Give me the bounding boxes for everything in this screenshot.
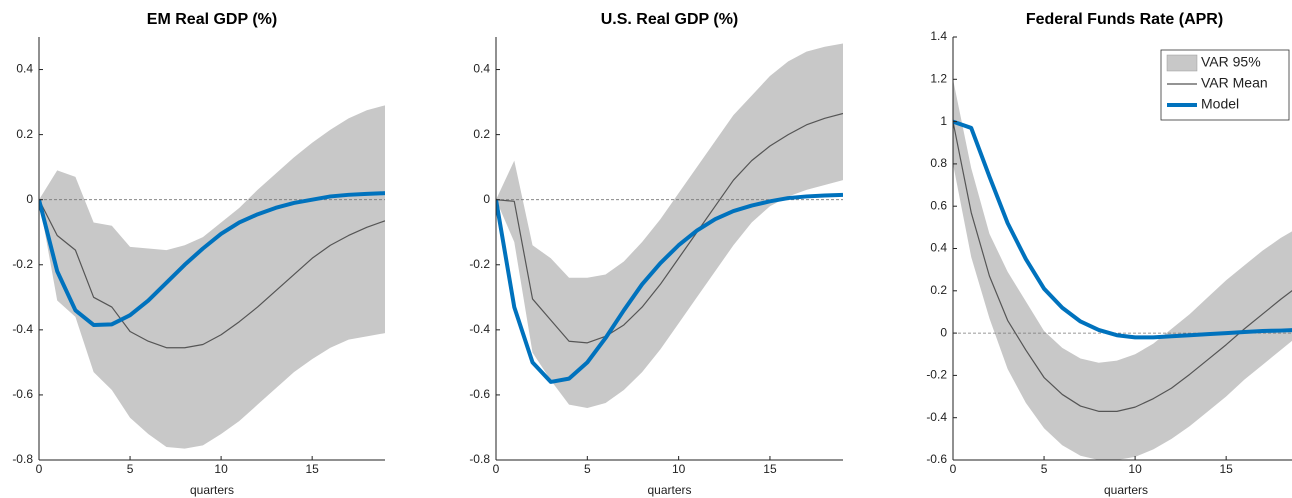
series-line <box>953 119 1292 340</box>
y-tick-label: 0.4 <box>16 62 33 76</box>
legend-swatch <box>1166 54 1198 72</box>
plot-area <box>496 43 843 408</box>
x-tick-label: 15 <box>1219 462 1233 476</box>
series-line <box>39 191 385 327</box>
panel: -0.8 -0.6 -0.4 -0.2 0 0.2 0.4 0 5 10 15 EM Real GDP… <box>12 11 385 497</box>
panel: -0.8 -0.6 -0.4 -0.2 0 0.2 0.4 0 5 10 15 U.S. Real G… <box>469 11 843 497</box>
legend-label: VAR 95% <box>1201 54 1261 70</box>
legend-label: VAR Mean <box>1201 75 1268 91</box>
y-tick-label: 0.4 <box>930 241 947 255</box>
x-tick-label: 10 <box>214 462 228 476</box>
y-tick-label: -0.6 <box>926 452 947 466</box>
y-tick-label: -0.8 <box>12 452 33 466</box>
confidence-band <box>39 105 385 449</box>
x-tick-label: 0 <box>36 462 43 476</box>
x-axis-label: quarters <box>647 483 691 497</box>
y-tick-label: -0.6 <box>12 387 33 401</box>
y-tick-label: 0 <box>483 192 490 206</box>
y-tick-label: -0.2 <box>12 257 33 271</box>
chart-title: Federal Funds Rate (APR) <box>1026 11 1223 28</box>
chart-title: U.S. Real GDP (%) <box>601 11 739 28</box>
x-tick-label: 5 <box>1041 462 1048 476</box>
chart-title: EM Real GDP (%) <box>147 11 277 28</box>
y-tick-label: 0 <box>940 325 947 339</box>
y-tick-label: 0.2 <box>16 127 33 141</box>
y-tick-label: -0.4 <box>926 410 947 424</box>
y-tick-label: 1.2 <box>930 71 947 85</box>
y-tick-label: 1 <box>940 114 947 128</box>
legend: VAR 95% VAR Mean Model <box>1160 49 1290 121</box>
plot-area <box>39 105 385 449</box>
y-tick-label: -0.8 <box>469 452 490 466</box>
y-tick-label: 1.4 <box>930 29 947 43</box>
series-line <box>496 192 843 384</box>
x-axis-label: quarters <box>190 483 234 497</box>
y-tick-label: -0.4 <box>12 322 33 336</box>
confidence-band <box>496 43 843 408</box>
y-tick-label: -0.2 <box>926 368 947 382</box>
y-tick-label: 0.2 <box>930 283 947 297</box>
x-tick-label: 0 <box>950 462 957 476</box>
x-tick-label: 15 <box>305 462 319 476</box>
x-tick-label: 10 <box>672 462 686 476</box>
y-tick-label: 0.8 <box>930 156 947 170</box>
legend-label: Model <box>1201 96 1239 112</box>
y-tick-label: -0.4 <box>469 322 490 336</box>
y-tick-label: -0.6 <box>469 387 490 401</box>
panel: -0.6 -0.4 -0.2 0 0.2 0.4 0.6 0.8 1 1.2 1.4 0 5 10 15 Fe… <box>926 11 1292 497</box>
x-tick-label: 0 <box>493 462 500 476</box>
x-axis-label: quarters <box>1104 483 1148 497</box>
confidence-band <box>953 79 1292 460</box>
x-tick-label: 15 <box>763 462 777 476</box>
y-tick-label: 0.2 <box>473 127 490 141</box>
x-tick-label: 5 <box>584 462 591 476</box>
series-line <box>39 199 385 349</box>
plot-area <box>953 79 1292 460</box>
y-tick-label: -0.2 <box>469 257 490 271</box>
x-tick-label: 5 <box>127 462 134 476</box>
series-line <box>496 112 843 344</box>
x-tick-label: 10 <box>1128 462 1142 476</box>
y-tick-label: 0.6 <box>930 198 947 212</box>
y-tick-label: 0.4 <box>473 62 490 76</box>
y-tick-label: 0 <box>26 192 33 206</box>
